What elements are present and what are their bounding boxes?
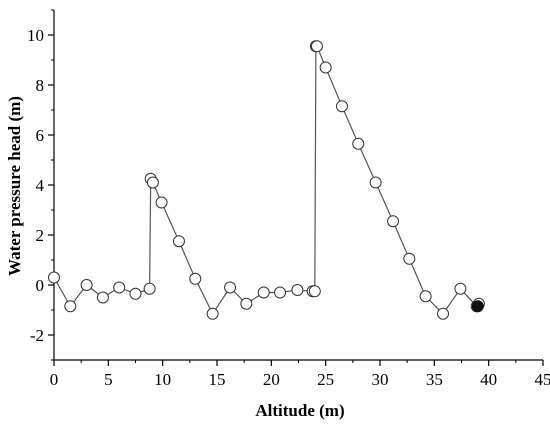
tick-marks [48, 9, 544, 366]
data-point [80, 279, 93, 291]
data-point [189, 272, 202, 285]
x-tick-label: 35 [426, 370, 443, 389]
y-tick-label: 4 [36, 176, 45, 195]
data-point [352, 137, 365, 150]
highlighted-data-point [471, 300, 484, 313]
data-point [369, 176, 382, 189]
x-tick-label: 10 [154, 370, 171, 389]
data-point [419, 290, 432, 303]
data-point [64, 300, 77, 313]
x-tick-label: 40 [480, 370, 497, 389]
x-tick-label: 5 [104, 370, 113, 389]
data-point [319, 61, 332, 74]
series-polyline [53, 45, 480, 316]
data-point [308, 285, 321, 298]
data-point [143, 282, 156, 295]
tick-labels: 0 5 10 15 20 25 30 35 40 45 -2 0 2 4 6 8 10 [27, 26, 550, 389]
x-axis-label: Altitude (m) [255, 401, 344, 420]
axes [53, 10, 543, 361]
x-tick-label: 25 [317, 370, 334, 389]
x-tick-label: 30 [372, 370, 389, 389]
y-tick-label: 0 [36, 276, 45, 295]
y-tick-label: 6 [36, 126, 45, 145]
data-point [291, 284, 304, 296]
data-point [155, 196, 168, 209]
x-tick-label: 0 [50, 370, 59, 389]
data-point [48, 271, 60, 284]
x-tick-label: 20 [263, 370, 280, 389]
data-point [257, 286, 270, 299]
data-point [437, 307, 450, 320]
data-point [454, 282, 467, 295]
y-tick-label: 8 [36, 76, 45, 95]
data-point [310, 40, 323, 53]
data-point [403, 252, 416, 265]
data-point [240, 297, 253, 310]
x-tick-label: 45 [535, 370, 550, 389]
data-point [224, 281, 237, 294]
data-point [113, 281, 126, 294]
data-point [387, 215, 400, 228]
data-point [335, 100, 348, 113]
data-point [146, 176, 159, 189]
y-tick-label: 2 [36, 226, 45, 245]
series-line [53, 45, 480, 316]
data-point [274, 286, 287, 299]
data-point [96, 291, 109, 304]
y-tick-label: -2 [30, 326, 44, 345]
y-tick-label: 10 [27, 26, 44, 45]
x-tick-label: 15 [209, 370, 226, 389]
data-point [206, 307, 219, 320]
y-axis-label: Water pressure head (m) [5, 96, 24, 276]
data-point [129, 287, 142, 300]
data-point [172, 235, 185, 248]
data-points [48, 40, 485, 320]
